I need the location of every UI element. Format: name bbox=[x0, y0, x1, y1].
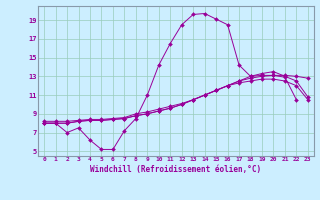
X-axis label: Windchill (Refroidissement éolien,°C): Windchill (Refroidissement éolien,°C) bbox=[91, 165, 261, 174]
